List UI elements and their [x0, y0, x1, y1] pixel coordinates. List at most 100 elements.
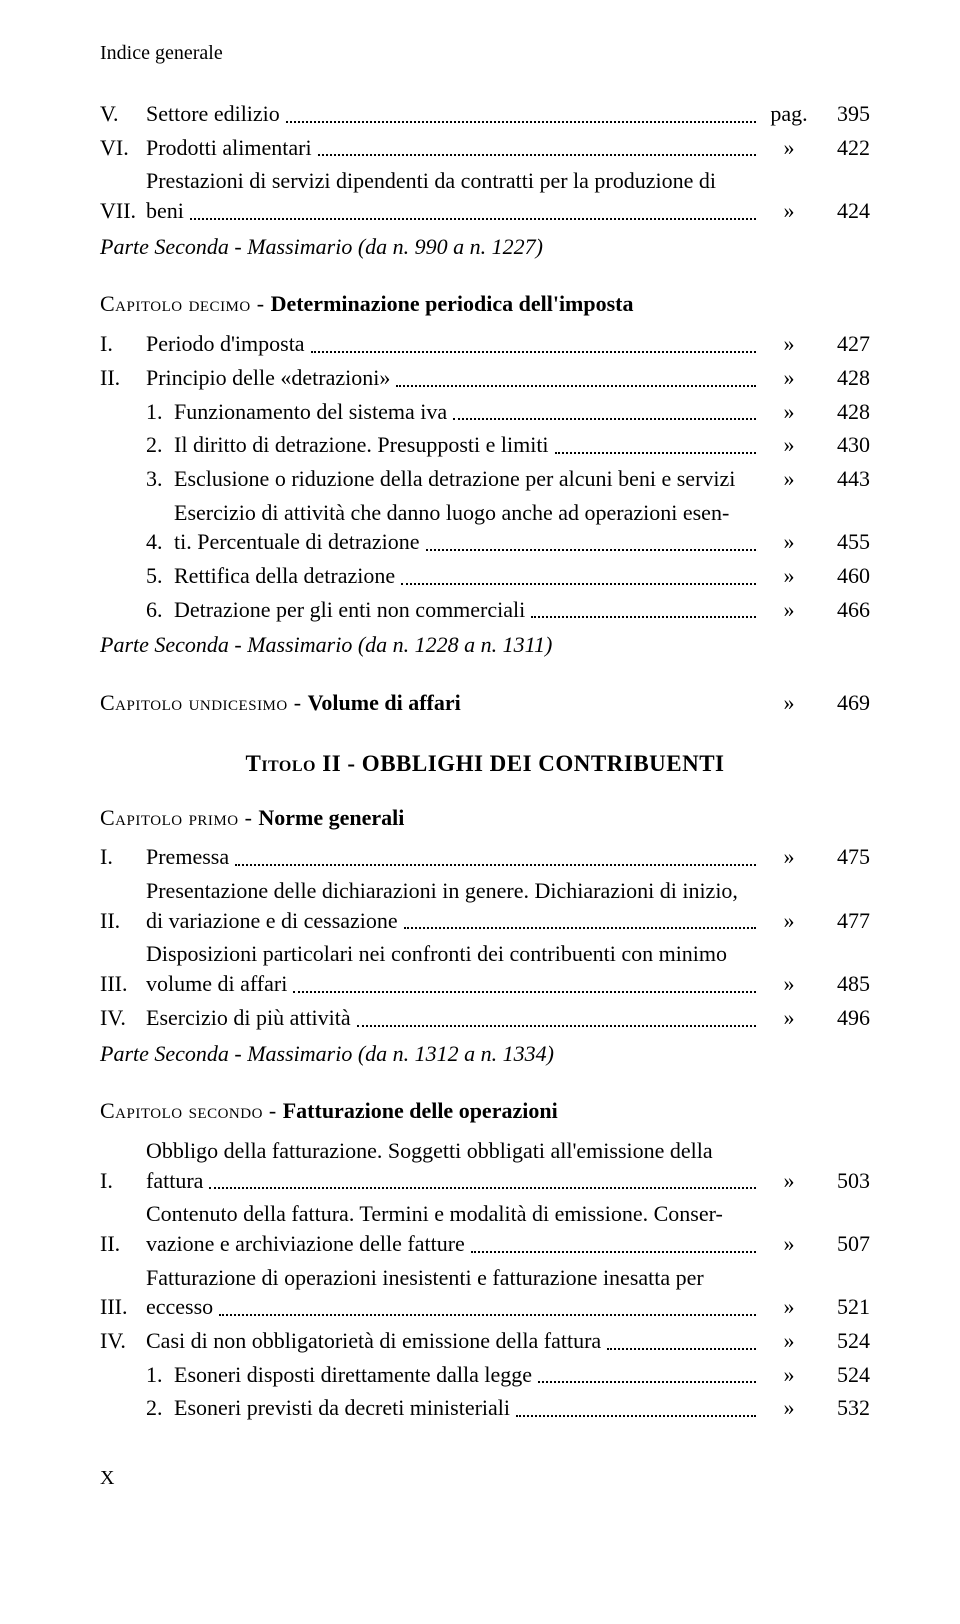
- toc-text: Premessa: [146, 842, 229, 872]
- toc-text: Obbligo della fatturazione. Soggetti obb…: [146, 1136, 870, 1166]
- page-symbol: »: [762, 561, 816, 591]
- item-number: 5.: [146, 561, 174, 591]
- page-number: 427: [816, 329, 870, 359]
- leader-dots: [209, 1187, 756, 1189]
- label: I.: [100, 329, 146, 359]
- page-number: 532: [816, 1393, 870, 1423]
- leader-dots: [219, 1314, 756, 1316]
- roman: II.: [100, 1229, 146, 1259]
- item-number: 4.: [146, 527, 174, 557]
- page-symbol: »: [762, 906, 816, 936]
- toc-text: Detrazione per gli enti non commerciali: [174, 595, 525, 625]
- leader-dots: [471, 1251, 756, 1253]
- page-symbol: »: [762, 1360, 816, 1390]
- page-number: 469: [816, 688, 870, 718]
- toc-text: Esoneri disposti direttamente dalla legg…: [174, 1360, 532, 1390]
- toc-text: Esercizio di attività che danno luogo an…: [174, 498, 870, 528]
- toc-text: vazione e archiviazione delle fatture: [146, 1229, 465, 1259]
- toc-text: Rettifica della detrazione: [174, 561, 395, 591]
- page-number: 443: [816, 464, 870, 494]
- toc-text: Esercizio di più attività: [146, 1003, 351, 1033]
- page-symbol: »: [762, 196, 816, 226]
- page-number: 422: [816, 133, 870, 163]
- leader-dots: [404, 927, 756, 929]
- item-number: 1.: [146, 397, 174, 427]
- leader-dots: [531, 616, 756, 618]
- page-symbol: »: [762, 688, 816, 718]
- leader-dots: [190, 218, 756, 220]
- toc-row: IV. Esercizio di più attività » 496: [100, 1003, 870, 1033]
- leader-dots: [357, 1025, 756, 1027]
- toc-subrow: 2.Il diritto di detrazione. Presupposti …: [100, 430, 870, 460]
- page-symbol: »: [762, 430, 816, 460]
- page-number: 485: [816, 969, 870, 999]
- running-head: Indice generale: [100, 40, 870, 67]
- roman: III.: [100, 1292, 146, 1322]
- toc-text: Esclusione o riduzione della detrazione …: [174, 464, 735, 494]
- toc-row: II.Contenuto della fattura. Termini e mo…: [100, 1199, 870, 1258]
- toc-text: fattura: [146, 1166, 203, 1196]
- toc-text: Prodotti alimentari: [146, 133, 312, 163]
- section-title: Titolo II - OBBLIGHI DEI CONTRIBUENTI: [100, 748, 870, 779]
- leader-dots: [235, 864, 756, 866]
- toc-text: Contenuto della fattura. Termini e modal…: [146, 1199, 870, 1229]
- toc-text: beni: [146, 196, 184, 226]
- toc-text: Disposizioni particolari nei confronti d…: [146, 939, 870, 969]
- item-number: 1.: [146, 1360, 174, 1390]
- leader-dots: [401, 583, 756, 585]
- page-number: 424: [816, 196, 870, 226]
- page-symbol: »: [762, 1229, 816, 1259]
- leader-dots: [286, 121, 756, 123]
- roman: III.: [100, 969, 146, 999]
- toc-row: VII. Prestazioni di servizi dipendenti d…: [100, 166, 870, 225]
- page-number: 455: [816, 527, 870, 557]
- item-number: 6.: [146, 595, 174, 625]
- page-symbol: »: [762, 1003, 816, 1033]
- page-number: 503: [816, 1166, 870, 1196]
- toc-text: Presentazione delle dichiarazioni in gen…: [146, 876, 870, 906]
- toc-text: Esoneri previsti da decreti ministeriali: [174, 1393, 510, 1423]
- page-symbol: »: [762, 329, 816, 359]
- toc-text: Prestazioni di servizi dipendenti da con…: [146, 166, 870, 196]
- toc-subrow: 2.Esoneri previsti da decreti ministeria…: [100, 1393, 870, 1423]
- page-number: 428: [816, 363, 870, 393]
- toc-row: II.Principio delle «detrazioni» »428: [100, 363, 870, 393]
- leader-dots: [293, 991, 756, 993]
- toc-text: volume di affari: [146, 969, 287, 999]
- page-symbol: »: [762, 842, 816, 872]
- roman: II.: [100, 906, 146, 936]
- page-number: 507: [816, 1229, 870, 1259]
- toc-text: Funzionamento del sistema iva: [174, 397, 447, 427]
- toc-text: di variazione e di cessazione: [146, 906, 398, 936]
- item-number: 3.: [146, 464, 174, 494]
- page-number: 466: [816, 595, 870, 625]
- toc-row: I.Premessa »475: [100, 842, 870, 872]
- page-folio: X: [100, 1465, 870, 1492]
- item-number: 2.: [146, 1393, 174, 1423]
- toc-text: Casi di non obbligatorietà di emissione …: [146, 1326, 601, 1356]
- label: VI.: [100, 133, 146, 163]
- toc-row: VI.Prodotti alimentari»422: [100, 133, 870, 163]
- page-number: 395: [816, 99, 870, 129]
- label: I.: [100, 842, 146, 872]
- page-symbol: »: [762, 363, 816, 393]
- leader-dots: [538, 1381, 756, 1383]
- toc-text: Principio delle «detrazioni»: [146, 363, 390, 393]
- part-range: Parte Seconda - Massimario (da n. 990 a …: [100, 232, 870, 262]
- page-symbol: »: [762, 464, 816, 494]
- page-number: 475: [816, 842, 870, 872]
- label: II.: [100, 363, 146, 393]
- leader-dots: [607, 1348, 756, 1350]
- page-symbol: »: [762, 1292, 816, 1322]
- page-number: 521: [816, 1292, 870, 1322]
- toc-row: IV. Casi di non obbligatorietà di emissi…: [100, 1326, 870, 1356]
- page: Indice generale V.Settore ediliziopag.39…: [0, 0, 960, 1552]
- roman: I.: [100, 1166, 146, 1196]
- toc-subrow: 1.Esoneri disposti direttamente dalla le…: [100, 1360, 870, 1390]
- leader-dots: [396, 385, 756, 387]
- chapter-heading: Capitolo secondo - Fatturazione delle op…: [100, 1096, 870, 1126]
- page-symbol: »: [762, 397, 816, 427]
- label: V.: [100, 99, 146, 129]
- roman: IV.: [100, 1003, 146, 1033]
- page-number: 477: [816, 906, 870, 936]
